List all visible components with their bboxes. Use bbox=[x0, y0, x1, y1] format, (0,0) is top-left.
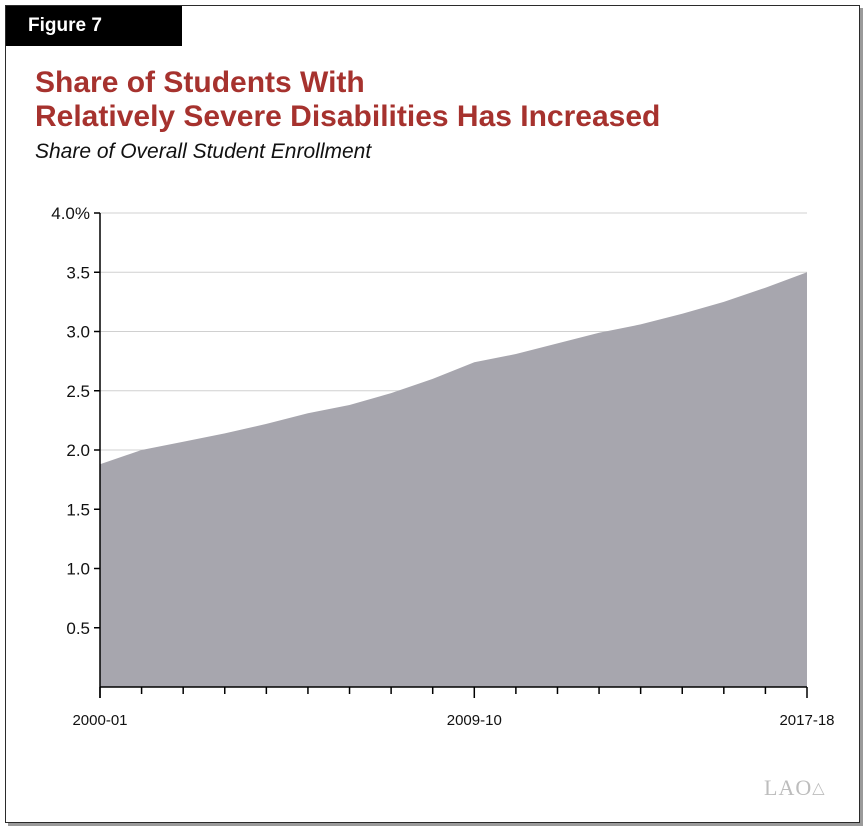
y-tick-label: 2.5 bbox=[66, 382, 90, 401]
capitol-dome-icon: △ bbox=[812, 780, 826, 797]
chart-title-line-2: Relatively Severe Disabilities Has Incre… bbox=[35, 100, 661, 133]
chart-title-line-1: Share of Students With bbox=[35, 66, 365, 99]
chart-title: Share of Students With Relatively Severe… bbox=[35, 66, 660, 134]
tick-labels: 4.0% 3.5 3.0 2.5 2.0 1.5 1.0 0.5 2000-01 2009-10 2… bbox=[51, 204, 834, 729]
x-tick-label: 2000-01 bbox=[72, 712, 127, 729]
x-tick-label: 2009-10 bbox=[447, 712, 502, 729]
figure-label: Figure 7 bbox=[6, 6, 182, 46]
lao-logo-text: LAO bbox=[764, 775, 813, 800]
area-series bbox=[100, 272, 807, 687]
y-tick-label: 3.5 bbox=[66, 263, 90, 282]
y-tick-label: 4.0% bbox=[51, 204, 90, 223]
area-chart: 4.0% 3.5 3.0 2.5 2.0 1.5 1.0 0.5 2000-01 2009-10 2… bbox=[51, 204, 834, 729]
figure-frame: Figure 7 Share of Students With Relative… bbox=[5, 5, 860, 823]
y-tick-label: 0.5 bbox=[66, 619, 90, 638]
y-tick-label: 1.0 bbox=[66, 560, 90, 579]
chart-subtitle: Share of Overall Student Enrollment bbox=[35, 140, 372, 163]
x-tick-label: 2017-18 bbox=[779, 712, 834, 729]
lao-logo: LAO△ bbox=[764, 775, 826, 801]
y-tick-label: 1.5 bbox=[66, 500, 90, 519]
y-tick-label: 3.0 bbox=[66, 323, 90, 342]
area-layer bbox=[100, 272, 807, 687]
axes bbox=[94, 212, 808, 698]
y-tick-label: 2.0 bbox=[66, 441, 90, 460]
